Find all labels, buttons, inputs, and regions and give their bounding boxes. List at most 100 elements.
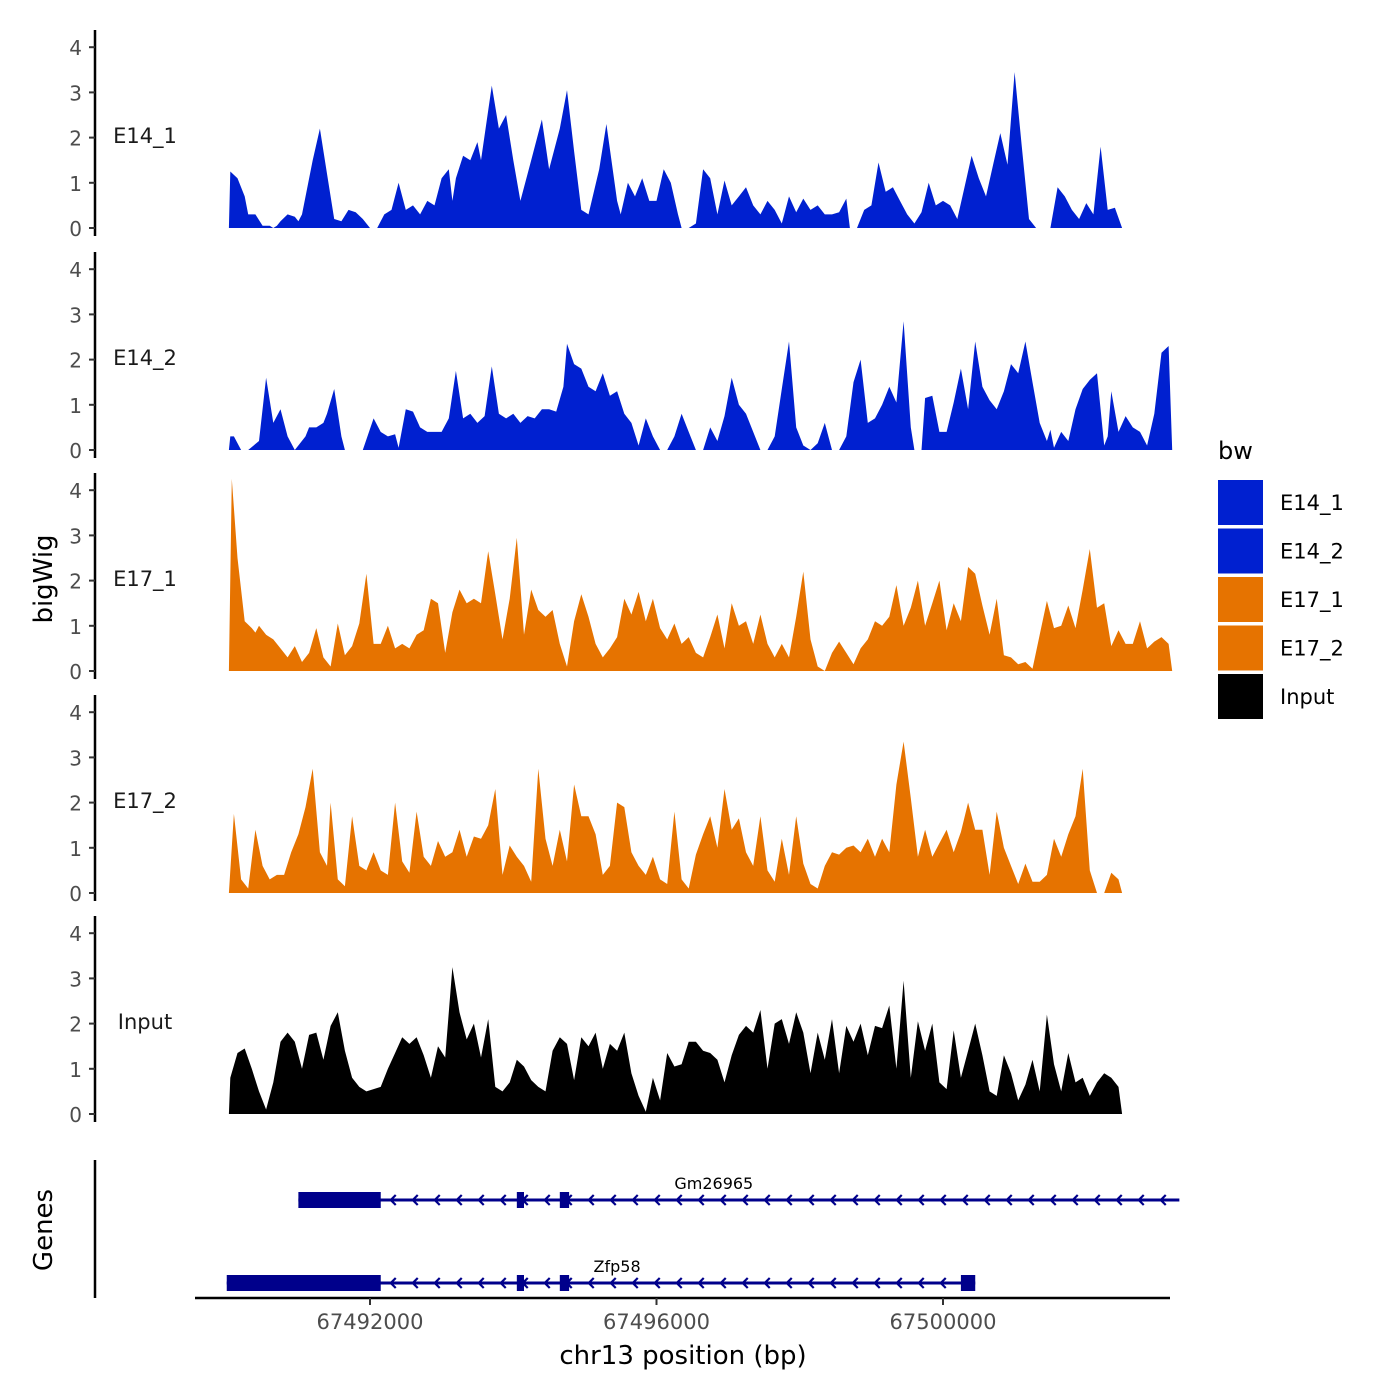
strand-chevron [455,1194,463,1206]
strand-chevron [719,1194,727,1206]
strand-chevron [939,1277,947,1289]
gene-exon [960,1275,976,1291]
strand-chevron [499,1277,507,1289]
track-label: E17_1 [113,567,177,592]
strand-chevron [389,1194,397,1206]
gene-exon [559,1192,570,1208]
bigwig-tracks: 0 1 2 3 4 E14_1 0 1 2 3 4 E14_2 0 1 2 3 4 E17_1 0 1 2 3 4 E17_2… [69,30,1173,1127]
strand-chevron [411,1194,419,1206]
strand-chevron [1005,1194,1013,1206]
strand-chevron [939,1194,947,1206]
strand-chevron [1115,1194,1123,1206]
strand-chevron [1137,1194,1145,1206]
legend-entry-label: Input [1280,685,1334,709]
legend-swatch [1218,480,1263,525]
y-tick-label: 3 [69,303,82,327]
strand-chevron [763,1194,771,1206]
track-panel-e14-1: 0 1 2 3 4 E14_1 [69,30,1123,241]
y-tick-label: 2 [69,570,82,594]
y-tick-label: 4 [69,922,82,946]
y-tick-label: 0 [69,660,82,684]
strand-chevron [785,1194,793,1206]
strand-chevron [477,1194,485,1206]
y-tick-label: 2 [69,792,82,816]
strand-chevron [1027,1194,1035,1206]
gene-exon [298,1192,381,1208]
strand-chevron [653,1194,661,1206]
gene-label: Zfp58 [594,1257,641,1276]
strand-chevron [741,1277,749,1289]
strand-chevron [741,1194,749,1206]
strand-chevron [543,1194,551,1206]
gene-gm26965: Gm26965 [298,1174,1180,1208]
strand-chevron [785,1277,793,1289]
strand-chevron [873,1194,881,1206]
legend-swatch [1218,577,1263,622]
legend-title: bw [1218,437,1253,465]
x-tick-label: 67500000 [890,1310,997,1334]
coverage-area-e14-2 [228,321,1173,450]
gene-exon [516,1192,524,1208]
coverage-area-e17-1 [228,478,1173,671]
y-tick-label: 4 [69,479,82,503]
strand-chevron [1049,1194,1057,1206]
y-tick-label: 1 [69,615,82,639]
y-tick-label: 3 [69,746,82,770]
strand-chevron [697,1194,705,1206]
x-tick-label: 67496000 [603,1310,710,1334]
strand-chevron [631,1277,639,1289]
gene-exon [559,1275,570,1291]
y-tick-label: 4 [69,258,82,282]
strand-chevron [587,1277,595,1289]
legend-entry-label: E14_1 [1280,491,1344,516]
strand-chevron [829,1194,837,1206]
strand-chevron [851,1277,859,1289]
strand-chevron [763,1277,771,1289]
legend-entry-label: E14_2 [1280,540,1344,565]
gene-label: Gm26965 [674,1174,753,1193]
strand-chevron [895,1277,903,1289]
track-label: Input [118,1010,172,1034]
gene-exon [226,1275,381,1291]
y-tick-label: 3 [69,967,82,991]
gene-track: Zfp58 Gm26965 [93,1160,1180,1298]
strand-chevron [653,1277,661,1289]
y-tick-label: 0 [69,1103,82,1127]
strand-chevron [961,1194,969,1206]
y-tick-label: 0 [69,882,82,906]
x-tick-label: 67492000 [317,1310,424,1334]
strand-chevron [719,1277,727,1289]
strand-chevron [675,1194,683,1206]
strand-chevron [587,1194,595,1206]
strand-chevron [873,1277,881,1289]
strand-chevron [609,1194,617,1206]
strand-chevron [609,1277,617,1289]
y-tick-label: 0 [69,439,82,463]
genes-axis-title: Genes [29,1189,59,1271]
strand-chevron [543,1277,551,1289]
y-tick-label: 4 [69,36,82,60]
legend-entry-label: E17_2 [1280,637,1344,662]
y-tick-label: 1 [69,1058,82,1082]
strand-chevron [917,1194,925,1206]
strand-chevron [807,1277,815,1289]
legend-swatch [1218,528,1263,574]
gene-exon [516,1275,524,1291]
strand-chevron [675,1277,683,1289]
y-tick-label: 0 [69,217,82,241]
track-label: E17_2 [113,789,177,814]
track-panel-e14-2: 0 1 2 3 4 E14_2 [69,252,1173,463]
y-axis-title: bigWig [29,534,59,623]
legend: bw E14_1 E14_2 E17_1 E17_2 Input [1218,437,1344,719]
gene-zfp58: Zfp58 [226,1257,976,1291]
strand-chevron [851,1194,859,1206]
legend-entry-label: E17_1 [1280,588,1344,613]
strand-chevron [917,1277,925,1289]
coverage-area-e14-1 [228,72,1123,228]
strand-chevron [389,1277,397,1289]
y-tick-label: 1 [69,394,82,418]
x-axis-title: chr13 position (bp) [559,1341,806,1371]
coverage-area-e17-2 [228,741,1123,893]
strand-chevron [1093,1194,1101,1206]
